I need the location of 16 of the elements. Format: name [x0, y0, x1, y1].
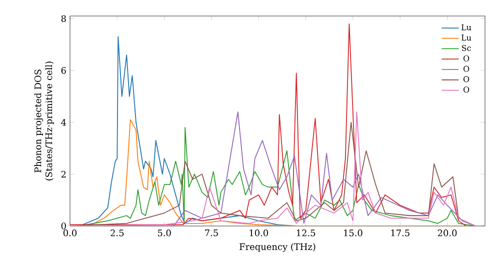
x-tick-label: 0.0: [63, 230, 77, 236]
y-tick-label: 2: [61, 170, 66, 178]
y-tick-label: 0: [61, 222, 66, 230]
x-tick-label: 5.0: [158, 230, 171, 236]
x-tick-label: 7.5: [205, 230, 218, 236]
y-tick-label: 4: [61, 118, 66, 126]
x-tick-label: 17.5: [391, 230, 410, 236]
x-axis-title: Frequency (THz): [240, 243, 316, 252]
y-tick-label: 6: [61, 67, 66, 74]
x-tick-label: 10.0: [250, 230, 268, 236]
x-tick-label: 2.5: [110, 230, 124, 236]
y-axis-title: Phonon projected DOS (States/THz·primitive cell): [34, 62, 54, 180]
x-tick-label: 20.0: [438, 230, 457, 236]
x-tick-label: 12.5: [296, 230, 316, 236]
y-tick-label: 8: [61, 15, 66, 22]
x-tick-label: 15.0: [344, 230, 362, 236]
